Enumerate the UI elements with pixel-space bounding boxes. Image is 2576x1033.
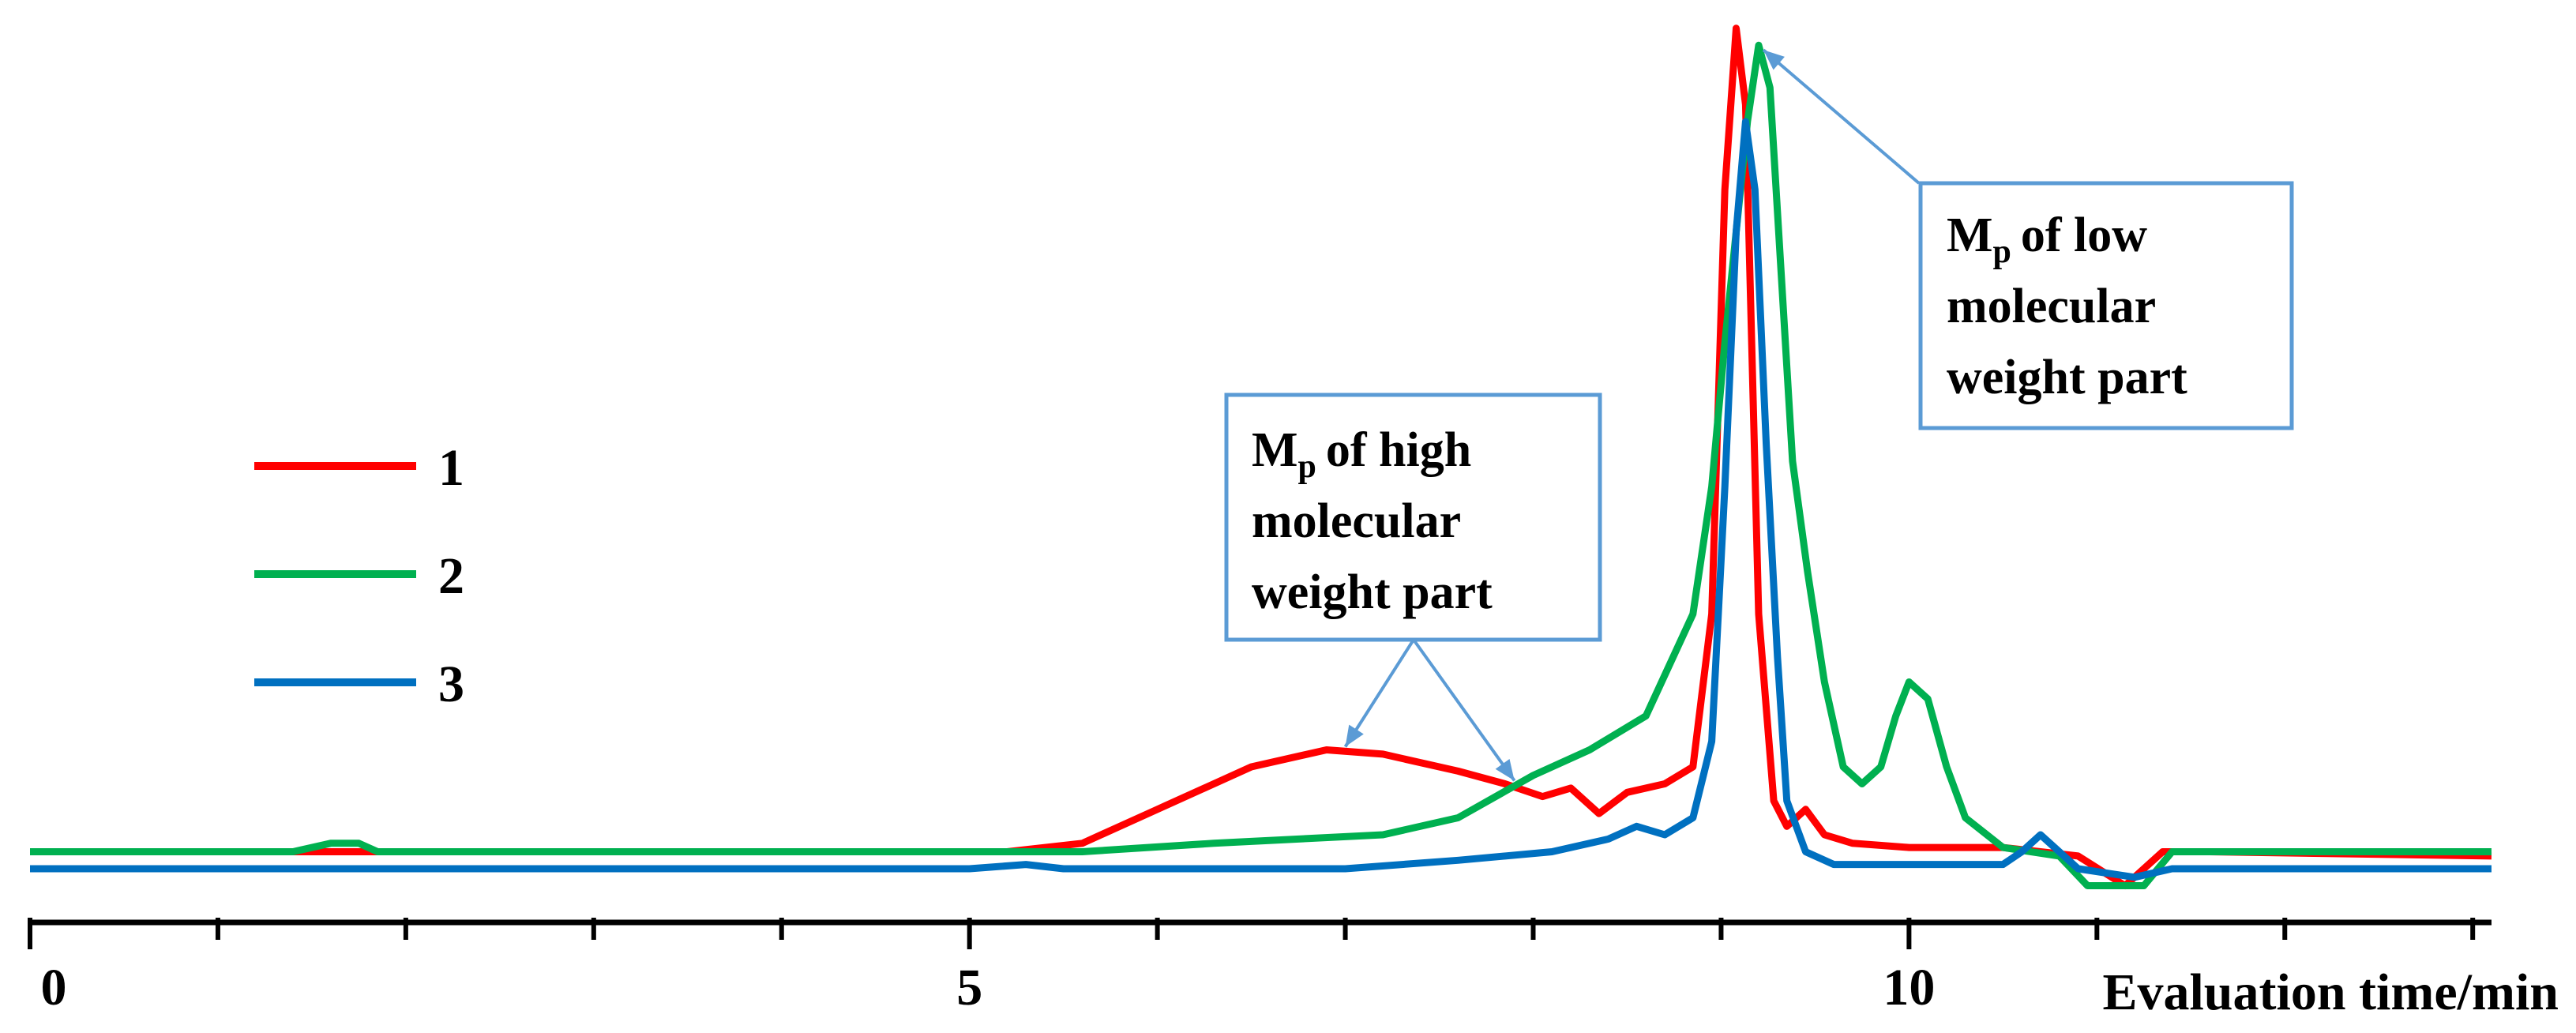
annotation-high-mw-arrow-2 bbox=[1412, 638, 1516, 782]
legend-label-2: 2 bbox=[438, 547, 464, 605]
annotation-high-mw: Mp of high molecular weight part bbox=[1224, 393, 1602, 782]
annotation-high-mw-line2: molecular bbox=[1252, 494, 1461, 548]
annotation-low-mw-arrow bbox=[1762, 48, 1921, 185]
series-line-2 bbox=[30, 41, 2492, 889]
annotation-low-mw-arrows bbox=[1762, 48, 1921, 185]
x-axis-tick-labels: 0 5 10 bbox=[41, 959, 1936, 1016]
x-tick-label: 0 bbox=[41, 959, 67, 1016]
x-tick-label: 10 bbox=[1883, 959, 1935, 1016]
legend-label-3: 3 bbox=[438, 655, 464, 713]
annotation-low-mw-arrow-head bbox=[1763, 50, 1785, 70]
annotation-low-mw-line1: Mp of low bbox=[1947, 208, 2147, 270]
annotation-high-mw-text1: of high bbox=[1326, 423, 1471, 477]
annotation-low-mw-line3: weight part bbox=[1947, 351, 2187, 404]
x-tick-label: 5 bbox=[956, 959, 982, 1016]
annotation-high-mw-subscript: p bbox=[1298, 449, 1316, 485]
series-line-3 bbox=[30, 118, 2492, 881]
annotation-high-mw-box bbox=[1224, 393, 1602, 642]
annotation-low-mw-box bbox=[1918, 181, 2294, 430]
annotation-high-mw-arrow-2-head bbox=[1495, 758, 1515, 781]
annotation-high-mw-arrow-1 bbox=[1343, 638, 1415, 748]
annotation-high-mw-arrows bbox=[1343, 638, 1516, 782]
x-axis-label: Evaluation time/min bbox=[2102, 964, 2559, 1021]
legend: 1 2 3 bbox=[254, 439, 464, 713]
annotation-low-mw: Mp of low molecular weight part bbox=[1762, 48, 2294, 430]
annotation-low-mw-symbol: M bbox=[1947, 208, 1993, 262]
legend-label-1: 1 bbox=[438, 439, 464, 497]
x-axis-ticks bbox=[28, 918, 2476, 949]
annotation-high-mw-arrow-1-head bbox=[1345, 724, 1364, 747]
annotation-high-mw-symbol: M bbox=[1252, 423, 1298, 477]
series-layer bbox=[30, 24, 2492, 889]
annotation-low-mw-subscript: p bbox=[1993, 234, 2011, 270]
annotation-high-mw-line3: weight part bbox=[1252, 565, 1493, 619]
annotation-high-mw-line1: Mp of high bbox=[1252, 423, 1471, 485]
annotation-low-mw-line2: molecular bbox=[1947, 280, 2156, 333]
annotation-low-mw-text1: of low bbox=[2021, 208, 2147, 262]
